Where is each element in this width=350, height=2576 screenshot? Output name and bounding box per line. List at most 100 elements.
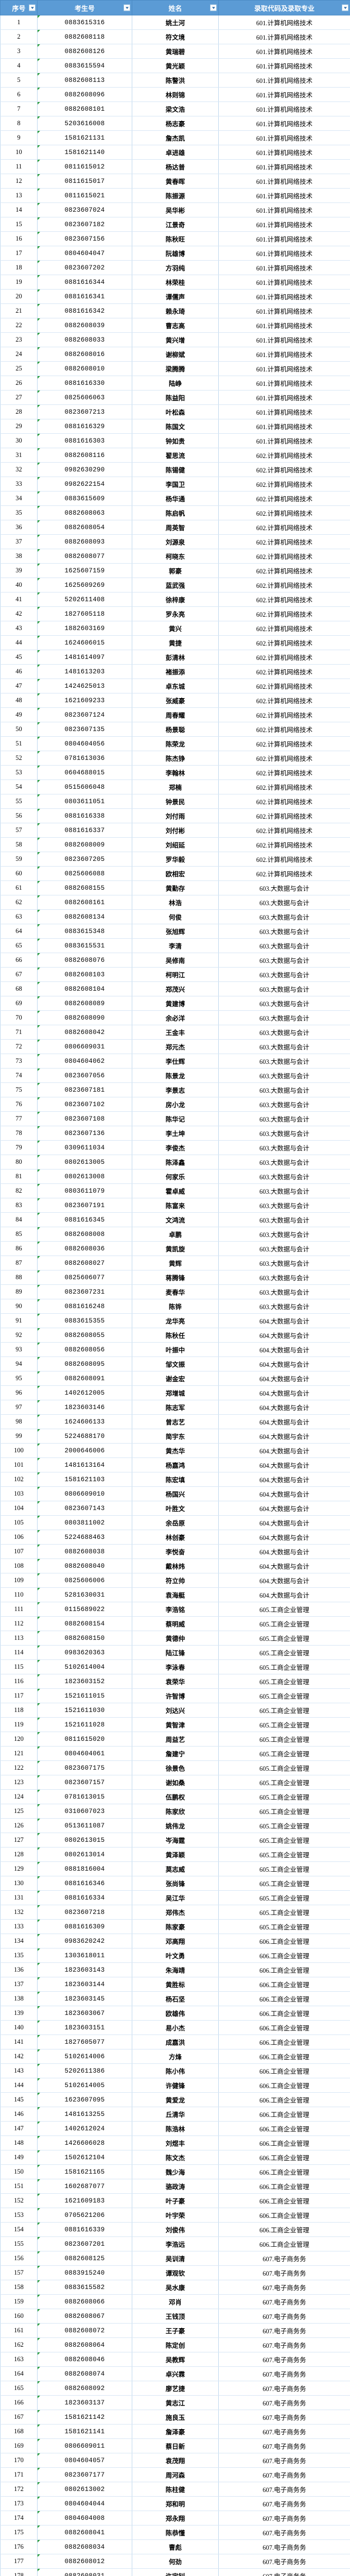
cell-idx[interactable]: 40 bbox=[0, 578, 38, 592]
cell-exam[interactable]: 1521611015 bbox=[37, 1688, 132, 1703]
cell-exam[interactable]: 0881616344 bbox=[37, 275, 132, 290]
cell-major[interactable]: 602.计算机网络技术 bbox=[218, 462, 350, 477]
cell-exam[interactable]: 0881616339 bbox=[37, 2222, 132, 2237]
cell-idx[interactable]: 54 bbox=[0, 779, 38, 794]
cell-name[interactable]: 黄春晖 bbox=[132, 174, 219, 189]
cell-name[interactable]: 龙华亮 bbox=[132, 1313, 219, 1328]
cell-idx[interactable]: 48 bbox=[0, 693, 38, 708]
cell-major[interactable]: 601.计算机网络技术 bbox=[218, 73, 350, 88]
cell-name[interactable]: 吴华彬 bbox=[132, 202, 219, 217]
cell-name[interactable]: 詹泽豪 bbox=[132, 2424, 219, 2439]
cell-name[interactable]: 谭观钦 bbox=[132, 2265, 219, 2280]
cell-name[interactable]: 陈定创 bbox=[132, 2337, 219, 2352]
cell-exam[interactable]: 5224688463 bbox=[37, 1530, 132, 1545]
table-row[interactable]: 122 0823607175 徐景色 605.工商企业管理 bbox=[0, 1760, 350, 1775]
cell-major[interactable]: 606.工商企业管理 bbox=[218, 2020, 350, 2035]
cell-name[interactable]: 李浩铭 bbox=[132, 1602, 219, 1617]
cell-name[interactable]: 梁腾腾 bbox=[132, 361, 219, 376]
cell-major[interactable]: 605.工商企业管理 bbox=[218, 1703, 350, 1718]
cell-exam[interactable]: 1481613164 bbox=[37, 1458, 132, 1472]
cell-name[interactable]: 陈振源 bbox=[132, 188, 219, 203]
cell-major[interactable]: 604.大数据与会计 bbox=[218, 1530, 350, 1545]
cell-major[interactable]: 607.电子商务务 bbox=[218, 2424, 350, 2439]
table-row[interactable]: 3 0882608126 黄瑞碧 601.计算机网络技术 bbox=[0, 44, 350, 59]
cell-exam[interactable]: 0823607024 bbox=[37, 202, 132, 217]
table-row[interactable]: 162 0882608064 陈定创 607.电子商务务 bbox=[0, 2337, 350, 2352]
table-row[interactable]: 108 0882608040 戴林炜 604.大数据与会计 bbox=[0, 1558, 350, 1573]
table-row[interactable]: 57 0881616337 刘付彬 602.计算机网络技术 bbox=[0, 823, 350, 838]
table-row[interactable]: 13 0811615021 陈振源 601.计算机网络技术 bbox=[0, 188, 350, 203]
cell-major[interactable]: 606.工商企业管理 bbox=[218, 2222, 350, 2237]
cell-exam[interactable]: 1402612024 bbox=[37, 2121, 132, 2136]
cell-idx[interactable]: 117 bbox=[0, 1688, 38, 1703]
cell-name[interactable]: 方烽 bbox=[132, 2049, 219, 2064]
cell-name[interactable]: 陈华记 bbox=[132, 1111, 219, 1126]
cell-major[interactable]: 602.计算机网络技术 bbox=[218, 808, 350, 823]
cell-major[interactable]: 605.工商企业管理 bbox=[218, 1876, 350, 1891]
cell-idx[interactable]: 52 bbox=[0, 751, 38, 766]
cell-major[interactable]: 605.工商企业管理 bbox=[218, 1818, 350, 1833]
cell-exam[interactable]: 0823607108 bbox=[37, 1111, 132, 1126]
table-row[interactable]: 140 1823603151 易小杰 606.工商企业管理 bbox=[0, 2020, 350, 2035]
cell-idx[interactable]: 112 bbox=[0, 1616, 38, 1631]
table-row[interactable]: 141 1827605077 成嘉洪 606.工商企业管理 bbox=[0, 2035, 350, 2049]
cell-name[interactable]: 阮雄博 bbox=[132, 246, 219, 261]
table-row[interactable]: 88 0825606077 蒋腾锋 603.大数据与会计 bbox=[0, 1270, 350, 1285]
cell-idx[interactable]: 82 bbox=[0, 1183, 38, 1198]
cell-major[interactable]: 602.计算机网络技术 bbox=[218, 650, 350, 665]
cell-idx[interactable]: 60 bbox=[0, 866, 38, 881]
table-row[interactable]: 121 0804604061 詹建宁 605.工商企业管理 bbox=[0, 1746, 350, 1761]
cell-name[interactable]: 郭豪 bbox=[132, 563, 219, 578]
cell-major[interactable]: 602.计算机网络技术 bbox=[218, 679, 350, 693]
cell-exam[interactable]: 0811615012 bbox=[37, 159, 132, 174]
cell-major[interactable]: 604.大数据与会计 bbox=[218, 1385, 350, 1400]
cell-exam[interactable]: 0883615348 bbox=[37, 924, 132, 939]
cell-name[interactable]: 黄辉 bbox=[132, 1256, 219, 1270]
table-row[interactable]: 169 0806609011 蔡日新 607.电子商务务 bbox=[0, 2438, 350, 2453]
cell-name[interactable]: 杨景聪 bbox=[132, 722, 219, 737]
cell-major[interactable]: 605.工商企业管理 bbox=[218, 1861, 350, 1876]
cell-major[interactable]: 605.工商企业管理 bbox=[218, 1659, 350, 1674]
cell-exam[interactable]: 0823607191 bbox=[37, 1198, 132, 1213]
cell-major[interactable]: 606.工商企业管理 bbox=[218, 2006, 350, 2021]
cell-name[interactable]: 罗华毅 bbox=[132, 852, 219, 867]
cell-major[interactable]: 607.电子商务务 bbox=[218, 2525, 350, 2540]
cell-major[interactable]: 604.大数据与会计 bbox=[218, 1414, 350, 1429]
table-row[interactable]: 38 0882608077 柯晓东 602.计算机网络技术 bbox=[0, 549, 350, 564]
cell-name[interactable]: 刘煜丰 bbox=[132, 2136, 219, 2150]
table-row[interactable]: 20 0881616341 谭儒声 601.计算机网络技术 bbox=[0, 289, 350, 304]
cell-major[interactable]: 605.工商企业管理 bbox=[218, 1732, 350, 1747]
table-row[interactable]: 6 0882608096 林则锦 601.计算机网络技术 bbox=[0, 87, 350, 102]
cell-idx[interactable]: 14 bbox=[0, 202, 38, 217]
cell-name[interactable]: 李仕辉 bbox=[132, 1054, 219, 1069]
cell-exam[interactable]: 0882608074 bbox=[37, 2366, 132, 2381]
cell-major[interactable]: 603.大数据与会计 bbox=[218, 1198, 350, 1213]
cell-idx[interactable]: 22 bbox=[0, 318, 38, 333]
filter-dropdown-icon-index[interactable] bbox=[29, 4, 36, 11]
cell-exam[interactable]: 0882608038 bbox=[37, 1544, 132, 1559]
column-header-name[interactable]: 姓名 bbox=[132, 0, 219, 15]
cell-idx[interactable]: 166 bbox=[0, 2395, 38, 2410]
cell-exam[interactable]: 0802613008 bbox=[37, 1169, 132, 1184]
cell-exam[interactable]: 1581621140 bbox=[37, 145, 132, 160]
cell-major[interactable]: 602.计算机网络技术 bbox=[218, 837, 350, 852]
cell-idx[interactable]: 55 bbox=[0, 794, 38, 809]
cell-major[interactable]: 603.大数据与会计 bbox=[218, 1227, 350, 1242]
cell-major[interactable]: 607.电子商务务 bbox=[218, 2568, 350, 2576]
cell-exam[interactable]: 0881616309 bbox=[37, 1919, 132, 1934]
cell-exam[interactable]: 5202611408 bbox=[37, 592, 132, 607]
cell-exam[interactable]: 0803611079 bbox=[37, 1183, 132, 1198]
cell-exam[interactable]: 1823603144 bbox=[37, 1977, 132, 1992]
cell-idx[interactable]: 11 bbox=[0, 159, 38, 174]
cell-name[interactable]: 邓高翔 bbox=[132, 1934, 219, 1948]
cell-idx[interactable]: 99 bbox=[0, 1429, 38, 1444]
cell-major[interactable]: 607.电子商务务 bbox=[218, 2467, 350, 2482]
cell-exam[interactable]: 1624606015 bbox=[37, 635, 132, 650]
cell-idx[interactable]: 25 bbox=[0, 361, 38, 376]
cell-idx[interactable]: 98 bbox=[0, 1414, 38, 1429]
cell-name[interactable]: 姚土河 bbox=[132, 15, 219, 30]
cell-name[interactable]: 叶振中 bbox=[132, 1342, 219, 1357]
cell-name[interactable]: 黄光颖 bbox=[132, 58, 219, 73]
cell-exam[interactable]: 0823607143 bbox=[37, 1501, 132, 1516]
cell-exam[interactable]: 0823607218 bbox=[37, 1905, 132, 1920]
